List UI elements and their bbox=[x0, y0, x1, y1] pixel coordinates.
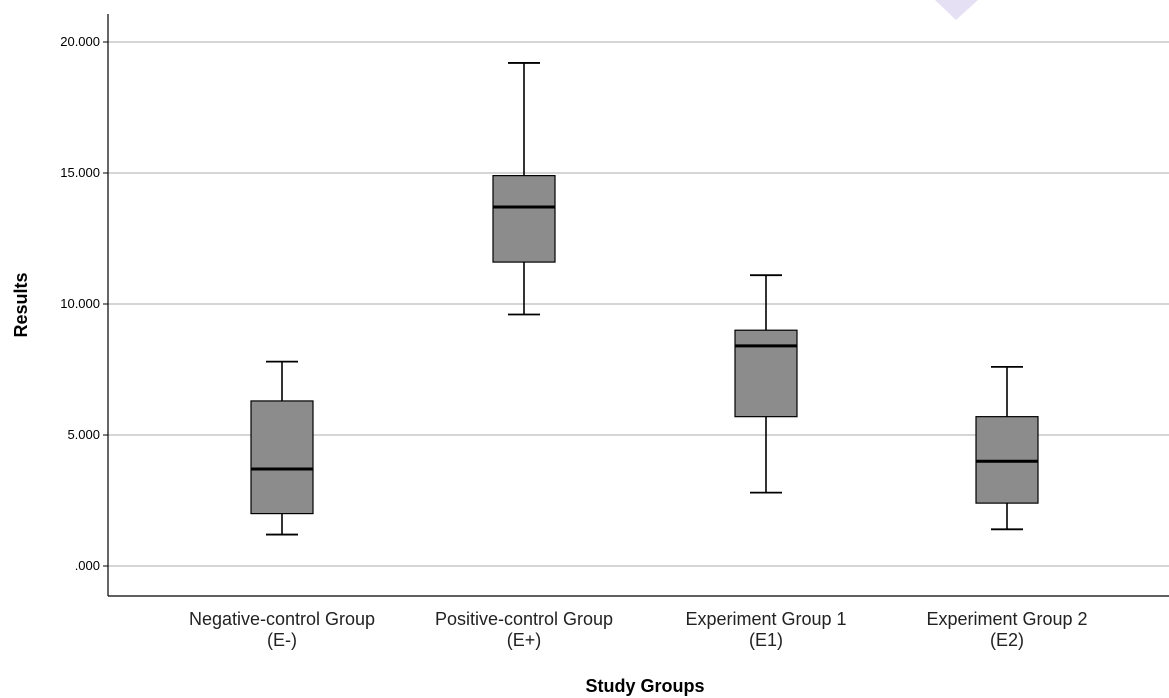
x-axis-labels: Negative-control Group(E-) Positive-contr… bbox=[189, 609, 1088, 650]
iqr-box bbox=[250, 400, 314, 515]
y-tick-label: 5.000 bbox=[67, 427, 100, 442]
x-category-label: Negative-control Group bbox=[189, 609, 375, 629]
box-group bbox=[734, 274, 798, 494]
x-category-label: (E-) bbox=[267, 630, 297, 650]
box-group bbox=[492, 62, 556, 316]
y-axis-title: Results bbox=[11, 272, 31, 337]
x-category-label: Experiment Group 2 bbox=[926, 609, 1087, 629]
x-category-label: Positive-control Group bbox=[435, 609, 613, 629]
corner-decoration bbox=[935, 0, 978, 20]
iqr-box bbox=[734, 329, 798, 418]
iqr-box bbox=[492, 175, 556, 263]
box-group bbox=[975, 365, 1039, 531]
x-category-label: Experiment Group 1 bbox=[685, 609, 846, 629]
y-tick-label: 15.000 bbox=[60, 165, 100, 180]
box-group bbox=[250, 360, 314, 536]
box-series bbox=[250, 62, 1039, 536]
y-tick-label: .000 bbox=[75, 558, 100, 573]
y-axis-ticks: .000 5.000 10.000 15.000 20.000 bbox=[60, 34, 108, 573]
y-tick-label: 20.000 bbox=[60, 34, 100, 49]
x-category-label: (E1) bbox=[749, 630, 783, 650]
x-category-label: (E+) bbox=[507, 630, 542, 650]
x-category-label: (E2) bbox=[990, 630, 1024, 650]
x-axis-title: Study Groups bbox=[585, 676, 704, 696]
y-tick-label: 10.000 bbox=[60, 296, 100, 311]
